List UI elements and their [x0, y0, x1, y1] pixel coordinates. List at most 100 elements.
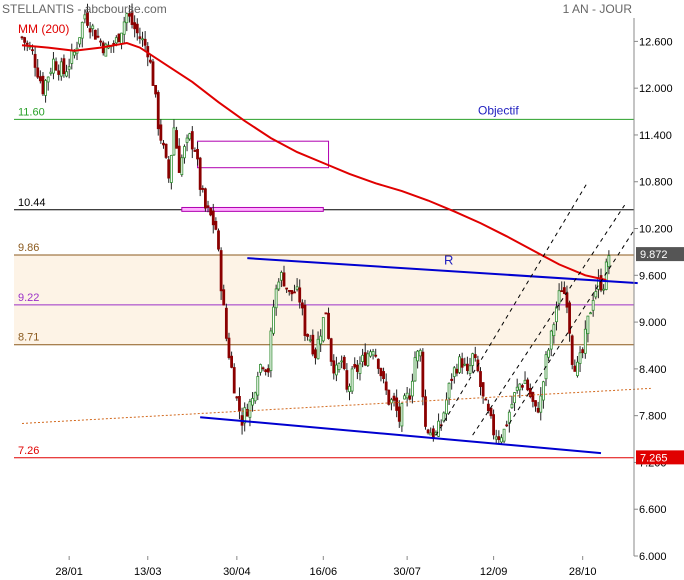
candle-body	[222, 289, 226, 306]
candle-body	[65, 71, 68, 77]
candle-body	[413, 357, 417, 382]
candle-body	[316, 338, 320, 360]
candle-body	[447, 382, 451, 399]
candle-body	[151, 61, 155, 86]
candle-body	[188, 133, 192, 140]
candle-body	[421, 351, 425, 398]
candle-body	[308, 339, 312, 342]
candle-body	[557, 290, 561, 304]
candle-body	[392, 395, 396, 401]
candle-body	[253, 392, 257, 402]
long-term-support-line	[21, 387, 651, 424]
candle-body	[486, 403, 490, 412]
candle-body	[403, 395, 406, 400]
axis-layer: 6.0006.6007.2007.8008.4009.0009.60010.20…	[55, 18, 673, 578]
candle-body	[156, 92, 160, 130]
candle-body	[379, 367, 383, 377]
y-tick-label: 9.600	[639, 270, 667, 282]
candle-body	[599, 275, 603, 291]
candle-body	[327, 312, 330, 339]
candle-body	[306, 333, 309, 337]
candle-body	[332, 360, 336, 374]
x-tick-label: 30/04	[223, 566, 251, 578]
channel-upper-line	[435, 181, 589, 436]
candle-body	[531, 392, 535, 402]
candle-body	[468, 365, 472, 374]
candle-body	[245, 409, 249, 417]
channel-middle-line	[472, 204, 626, 436]
candle-body	[408, 395, 412, 400]
candle-body	[261, 367, 265, 370]
candle-body	[70, 50, 74, 64]
candle-body	[455, 368, 459, 374]
y-tick-label: 8.400	[639, 364, 667, 376]
candle-body	[568, 302, 571, 334]
candle-body	[235, 396, 239, 399]
candle-body	[337, 363, 341, 371]
candle-body	[445, 399, 448, 415]
candle-body	[594, 291, 598, 298]
candle-body	[272, 306, 275, 334]
candle-body	[369, 351, 372, 357]
candle-body	[91, 25, 95, 29]
candle-body	[36, 67, 40, 78]
candle-body	[277, 281, 281, 290]
candle-body	[536, 407, 540, 413]
candle-body	[363, 352, 367, 366]
level-label: 9.22	[18, 292, 39, 304]
ma200-line	[21, 41, 607, 281]
y-tick-label: 10.800	[639, 177, 673, 189]
candle-body	[25, 42, 29, 45]
candle-body	[452, 367, 456, 377]
candle-body	[287, 290, 291, 292]
candle-body	[196, 148, 199, 160]
candle-body	[148, 59, 152, 63]
gap-box-upper	[197, 140, 330, 169]
candle-body	[366, 353, 370, 366]
candle-body	[355, 364, 359, 372]
candle-body	[274, 288, 278, 309]
candle-body	[80, 21, 84, 39]
y-tick-label: 10.200	[639, 224, 673, 236]
box-layer	[181, 140, 330, 212]
candle-body	[162, 142, 165, 146]
candle-body	[342, 356, 346, 370]
candle-body	[224, 307, 228, 339]
candle-body	[20, 36, 24, 39]
gap-box-lower	[181, 206, 324, 212]
trend-layer	[21, 181, 651, 455]
last-price-tag-bg	[636, 247, 684, 262]
candle-body	[128, 13, 131, 17]
candle-body	[93, 29, 97, 40]
candle-body	[59, 61, 63, 77]
candle-body	[573, 365, 577, 372]
candle-body	[198, 157, 202, 190]
candle-body	[437, 420, 440, 437]
candle-body	[481, 382, 485, 397]
candle-body	[122, 21, 126, 35]
level-label: 10.44	[18, 197, 46, 209]
candle-body	[555, 306, 558, 323]
level-label: 11.60	[18, 106, 45, 118]
candle-body	[497, 436, 501, 440]
candle-body	[348, 385, 351, 393]
candle-body	[463, 363, 467, 366]
candle-body	[44, 80, 47, 96]
candle-body	[300, 302, 304, 309]
candle-body	[397, 406, 401, 422]
candle-body	[248, 401, 252, 418]
candle-body	[473, 354, 477, 359]
candle-body	[395, 397, 399, 411]
candle-body	[371, 351, 375, 356]
candle-body	[282, 272, 286, 287]
candle-body	[560, 290, 564, 293]
candle-body	[510, 403, 514, 409]
candle-body	[285, 287, 289, 290]
candle-body	[515, 386, 519, 391]
candle-body	[279, 272, 283, 281]
candle-body	[180, 157, 184, 176]
candle-body	[547, 349, 551, 358]
candle-body	[167, 159, 171, 179]
candle-body	[521, 385, 524, 388]
